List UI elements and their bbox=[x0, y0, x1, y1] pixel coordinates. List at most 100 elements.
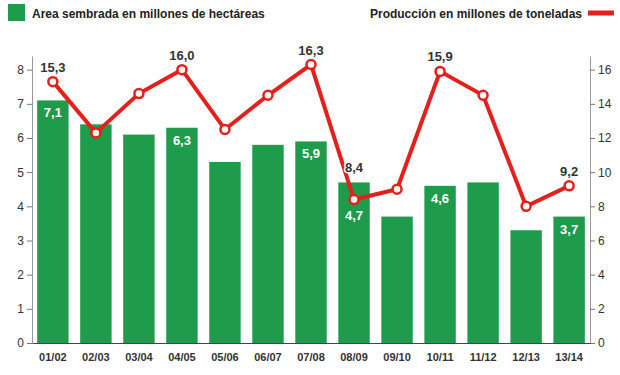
data-label: 3,7 bbox=[560, 222, 578, 237]
tick-label: 10 bbox=[598, 166, 612, 180]
bar bbox=[123, 135, 154, 343]
bar bbox=[80, 124, 111, 343]
y2-axis: 0 2 4 6 8 10 12 14 16 bbox=[590, 57, 612, 351]
tick-label: 14 bbox=[598, 97, 612, 111]
tick: 6 bbox=[17, 131, 32, 145]
tick-label: 12/13 bbox=[512, 351, 540, 363]
bar bbox=[553, 217, 584, 343]
tick-label: 03/04 bbox=[125, 351, 153, 363]
bar bbox=[424, 186, 455, 343]
tick: 8 bbox=[590, 200, 605, 214]
tick-label: 4 bbox=[598, 268, 605, 282]
tick-label: 12 bbox=[598, 131, 612, 145]
tick-label: 4 bbox=[17, 200, 24, 214]
legend-label: Area sembrada en millones de hectáreas bbox=[32, 7, 265, 21]
tick-mark bbox=[590, 70, 595, 71]
y-axis: 0 1 2 3 4 5 6 7 8 bbox=[17, 57, 32, 351]
marker bbox=[220, 125, 229, 134]
tick-mark bbox=[27, 206, 32, 207]
tick-mark bbox=[27, 309, 32, 310]
tick: 16 bbox=[590, 63, 612, 77]
tick-label: 8 bbox=[17, 63, 24, 77]
tick: 1 bbox=[17, 302, 32, 316]
tick-mark bbox=[590, 309, 595, 310]
data-label: 16,3 bbox=[298, 43, 323, 58]
tick: 2 bbox=[590, 302, 605, 316]
tick: 13/14 bbox=[555, 351, 583, 363]
tick-mark bbox=[590, 343, 595, 344]
tick-label: 01/02 bbox=[39, 351, 67, 363]
tick-label: 04/05 bbox=[168, 351, 196, 363]
marker bbox=[177, 65, 186, 74]
tick-label: 16 bbox=[598, 63, 612, 77]
marker bbox=[522, 202, 531, 211]
marker bbox=[263, 91, 272, 100]
marker bbox=[393, 185, 402, 194]
tick-mark bbox=[590, 104, 595, 105]
legend: Area sembrada en millones de hectáreas Pr… bbox=[8, 4, 614, 21]
tick-label: 8 bbox=[598, 200, 605, 214]
chart: 012345678024681012141601/0202/0303/0404/… bbox=[0, 0, 620, 375]
data-label: 15,3 bbox=[40, 60, 65, 75]
data-labels: 7,115,36,316,05,916,34,78,44,615,93,79,2 bbox=[40, 43, 578, 237]
data-label: 6,3 bbox=[173, 133, 191, 148]
tick: 14 bbox=[590, 97, 612, 111]
tick: 3 bbox=[17, 234, 32, 248]
tick-mark bbox=[590, 138, 595, 139]
tick-mark bbox=[27, 104, 32, 105]
tick: 10/11 bbox=[427, 351, 454, 363]
tick: 07/08 bbox=[297, 351, 325, 363]
tick: 4 bbox=[17, 200, 32, 214]
tick-label: 02/03 bbox=[82, 351, 110, 363]
tick: 5 bbox=[17, 166, 32, 180]
bar bbox=[381, 217, 412, 343]
legend-swatch bbox=[8, 4, 25, 21]
tick: 8 bbox=[17, 63, 32, 77]
marker bbox=[91, 128, 100, 137]
tick: 7 bbox=[17, 97, 32, 111]
tick: 12 bbox=[590, 131, 612, 145]
tick: 12/13 bbox=[512, 351, 540, 363]
tick-mark bbox=[590, 275, 595, 276]
tick-mark bbox=[27, 241, 32, 242]
marker bbox=[479, 91, 488, 100]
data-label: 7,1 bbox=[44, 105, 62, 120]
tick-mark bbox=[590, 241, 595, 242]
tick-label: 09/10 bbox=[383, 351, 411, 363]
marker bbox=[134, 89, 143, 98]
data-label: 15,9 bbox=[427, 49, 452, 64]
tick-label: 6 bbox=[598, 234, 605, 248]
tick-label: 05/06 bbox=[211, 351, 239, 363]
tick: 0 bbox=[590, 336, 605, 350]
bar bbox=[37, 100, 68, 343]
tick: 01/02 bbox=[39, 351, 67, 363]
tick-mark bbox=[590, 206, 595, 207]
tick-label: 7 bbox=[17, 97, 24, 111]
tick-label: 11/12 bbox=[470, 351, 497, 363]
tick: 2 bbox=[17, 268, 32, 282]
legend-label: Producción en millones de toneladas bbox=[370, 7, 582, 21]
bar bbox=[467, 182, 498, 343]
tick-mark bbox=[27, 70, 32, 71]
tick-label: 0 bbox=[598, 336, 605, 350]
bar bbox=[295, 141, 326, 343]
marker bbox=[565, 181, 574, 190]
tick-label: 3 bbox=[17, 234, 24, 248]
tick: 08/09 bbox=[340, 351, 368, 363]
tick: 6 bbox=[590, 234, 605, 248]
bar bbox=[209, 162, 240, 343]
tick: 0 bbox=[17, 336, 32, 350]
tick: 4 bbox=[590, 268, 605, 282]
data-label: 9,2 bbox=[560, 164, 578, 179]
tick-mark bbox=[27, 138, 32, 139]
tick-label: 07/08 bbox=[297, 351, 325, 363]
tick: 04/05 bbox=[168, 351, 196, 363]
bar bbox=[338, 182, 369, 343]
bar bbox=[252, 145, 283, 343]
axis-line bbox=[32, 57, 33, 344]
tick-label: 0 bbox=[17, 336, 24, 350]
plot-marks bbox=[37, 60, 585, 343]
tick: 05/06 bbox=[211, 351, 239, 363]
tick-label: 5 bbox=[17, 166, 24, 180]
tick-mark bbox=[27, 275, 32, 276]
